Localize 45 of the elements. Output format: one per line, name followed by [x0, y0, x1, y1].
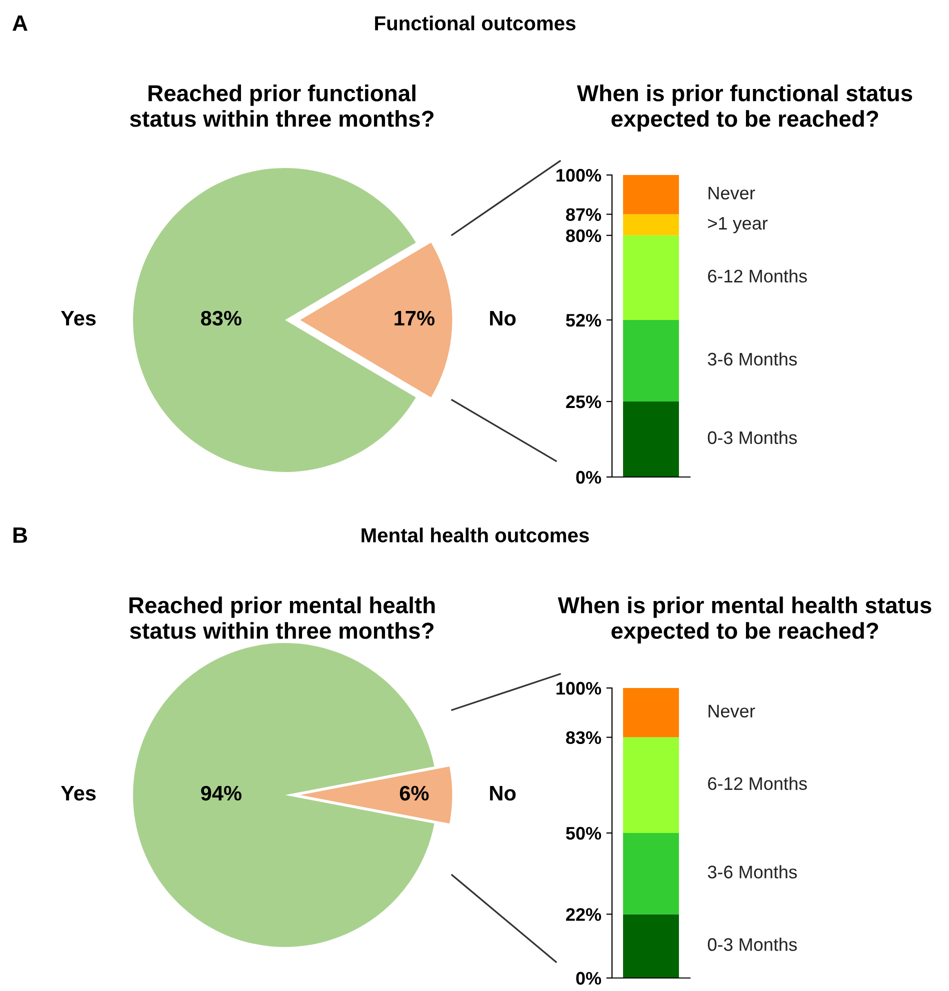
y-tick-label: 100%	[556, 168, 602, 182]
y-tick-label: 83%	[566, 731, 602, 744]
y-tick-label: 50%	[566, 826, 602, 840]
text: A	[12, 15, 28, 31]
y-tick-label: 87%	[566, 208, 602, 221]
text: Mental health outcomes	[362, 528, 589, 542]
series-label: 3-6 Months	[708, 352, 797, 366]
chart-title: Reached prior mental health status within three months?	[129, 596, 435, 639]
text: B	[13, 527, 28, 543]
y-tick-label: 22%	[566, 908, 602, 921]
y-tick-label: 80%	[566, 229, 602, 242]
text: Functional outcomes	[375, 16, 576, 30]
data-label: 6%	[400, 786, 429, 801]
bar	[623, 402, 679, 477]
y-tick-label: 25%	[566, 395, 602, 408]
data-label: 83%	[200, 310, 242, 326]
slice-label: No	[490, 786, 516, 801]
text: When is prior mental health status expected to be reached?	[558, 596, 932, 644]
bar	[623, 914, 679, 978]
series-label: 0-3 Months	[708, 938, 797, 951]
bar	[623, 320, 679, 402]
slice-label: No	[490, 311, 516, 326]
series-label: 6-12 Months	[708, 776, 807, 790]
y-tick-label: 0%	[576, 470, 602, 484]
text: When is prior functional status expected to be reached?	[576, 84, 912, 132]
slice-label: Yes	[60, 786, 96, 801]
series-label: >1 year	[708, 217, 768, 234]
slice-label: Yes	[60, 311, 96, 326]
bar	[623, 175, 679, 214]
series-label: 0-3 Months	[708, 430, 797, 444]
chart-title: Reached prior functional status within three months?	[130, 84, 434, 127]
y-tick-label: 100%	[556, 682, 602, 695]
bar	[623, 737, 679, 833]
bar	[623, 688, 679, 738]
bar	[623, 235, 679, 320]
data-label: 94%	[201, 786, 242, 801]
series-label: Never	[708, 186, 756, 200]
bar	[623, 833, 679, 914]
y-tick-label: 52%	[566, 314, 602, 327]
bar	[623, 214, 679, 236]
series-label: 6-12 Months	[708, 269, 807, 283]
series-label: 3-6 Months	[708, 865, 797, 878]
data-label: 17%	[394, 310, 434, 326]
series-label: Never	[708, 704, 756, 718]
y-tick-label: 0%	[576, 972, 602, 985]
